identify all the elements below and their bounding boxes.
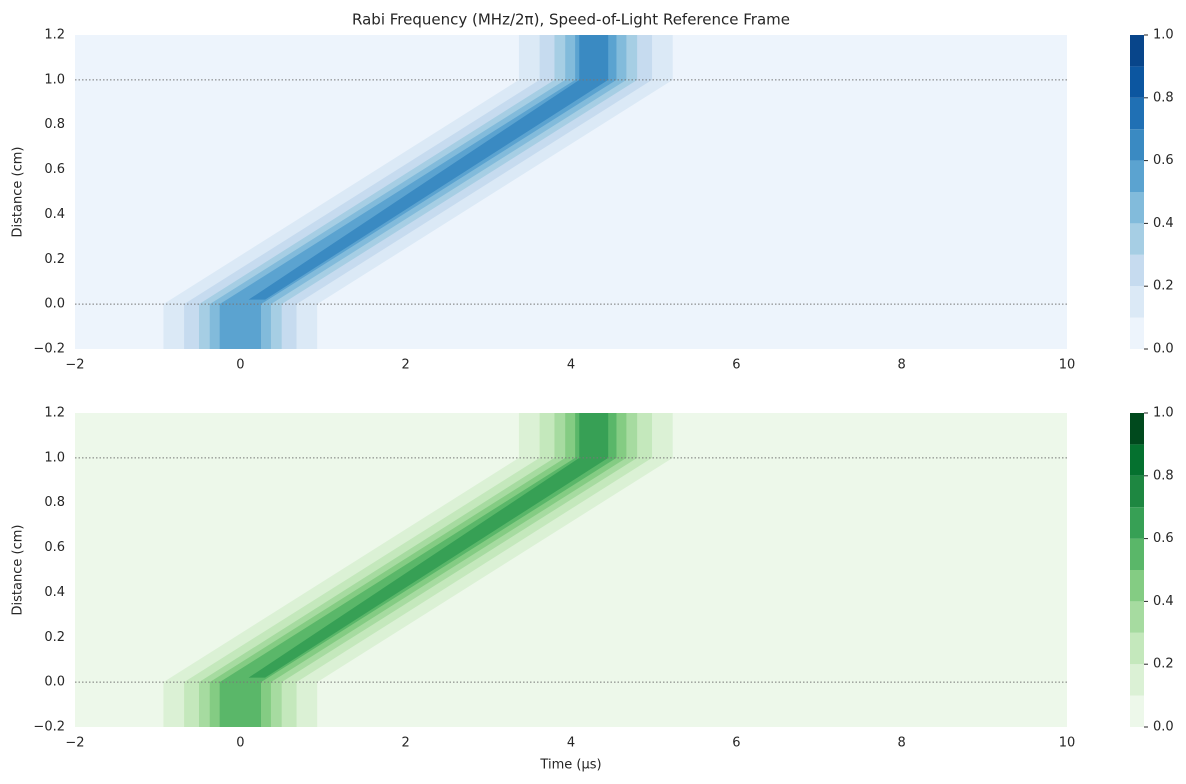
contour-group xyxy=(163,35,673,349)
colorbar-segment xyxy=(1130,97,1144,130)
colorbar-segment xyxy=(1130,538,1144,570)
x-axis-label: Time (μs) xyxy=(539,758,601,773)
colorbar-tick-label: 0.4 xyxy=(1153,594,1174,609)
x-tick-label: 6 xyxy=(732,736,740,751)
colorbar-tick-label: 0.2 xyxy=(1153,279,1174,294)
x-tick-label: 4 xyxy=(567,358,575,373)
y-tick-label: 1.2 xyxy=(44,406,65,421)
colorbar-tick-label: 0.6 xyxy=(1153,531,1174,546)
x-tick-label: −2 xyxy=(65,358,84,373)
colorbar-segment xyxy=(1130,632,1144,665)
y-tick-label: 1.0 xyxy=(44,72,65,87)
colorbar-segment xyxy=(1130,223,1144,255)
contour-group xyxy=(163,413,673,727)
colorbar-segment xyxy=(1130,317,1144,349)
colorbar-segment xyxy=(1130,664,1144,696)
colorbar-segment xyxy=(1130,601,1144,633)
x-tick-label: 2 xyxy=(402,736,410,751)
y-tick-label: 0.2 xyxy=(44,630,65,645)
colorbar-segment xyxy=(1130,507,1144,539)
x-tick-label: 10 xyxy=(1059,736,1076,751)
y-tick-label: 0.4 xyxy=(44,207,65,222)
colorbar-segment xyxy=(1130,35,1144,67)
colorbar-segment xyxy=(1130,413,1144,445)
colorbar-tick-label: 0.0 xyxy=(1153,342,1174,357)
colorbar-segment xyxy=(1130,129,1144,161)
colorbar-tick-label: 0.8 xyxy=(1153,90,1174,105)
y-tick-label: 0.4 xyxy=(44,585,65,600)
colorbar-segment xyxy=(1130,66,1144,98)
y-tick-label: 0.6 xyxy=(44,540,65,555)
colorbar-tick-label: 0.4 xyxy=(1153,216,1174,231)
y-tick-label: 0.0 xyxy=(44,675,65,690)
colorbar-tick-label: 0.8 xyxy=(1153,468,1174,483)
colorbar-segment xyxy=(1130,475,1144,508)
x-tick-label: 10 xyxy=(1059,358,1076,373)
x-tick-label: 4 xyxy=(567,736,575,751)
x-tick-label: 6 xyxy=(732,358,740,373)
y-axis-label: Distance (cm) xyxy=(11,525,26,616)
colorbar-tick-label: 0.0 xyxy=(1153,720,1174,735)
y-tick-label: 0.0 xyxy=(44,297,65,312)
colorbar-segment xyxy=(1130,160,1144,192)
colorbar-tick-label: 1.0 xyxy=(1153,406,1174,421)
y-tick-label: 0.6 xyxy=(44,162,65,177)
colorbar-segment xyxy=(1130,444,1144,476)
colorbar-tick-label: 0.2 xyxy=(1153,657,1174,672)
colorbar-tick-label: 0.6 xyxy=(1153,153,1174,168)
y-tick-label: −0.2 xyxy=(33,720,65,735)
x-tick-label: 2 xyxy=(402,358,410,373)
y-axis-label: Distance (cm) xyxy=(11,147,26,238)
x-tick-label: 8 xyxy=(898,736,906,751)
x-tick-label: 0 xyxy=(236,736,244,751)
colorbar-segment xyxy=(1130,570,1144,602)
y-tick-label: 1.0 xyxy=(44,450,65,465)
x-tick-label: 8 xyxy=(898,358,906,373)
y-tick-label: 0.8 xyxy=(44,495,65,510)
chart-title: Rabi Frequency (MHz/2π), Speed-of-Light … xyxy=(352,11,790,29)
colorbar-segment xyxy=(1130,286,1144,318)
colorbar-tick-label: 1.0 xyxy=(1153,28,1174,43)
y-tick-label: 0.8 xyxy=(44,117,65,132)
x-tick-label: −2 xyxy=(65,736,84,751)
y-tick-label: 1.2 xyxy=(44,28,65,43)
y-tick-label: 0.2 xyxy=(44,252,65,267)
x-tick-label: 0 xyxy=(236,358,244,373)
y-tick-label: −0.2 xyxy=(33,342,65,357)
colorbar-segment xyxy=(1130,192,1144,224)
colorbar-segment xyxy=(1130,695,1144,727)
colorbar-segment xyxy=(1130,254,1144,287)
